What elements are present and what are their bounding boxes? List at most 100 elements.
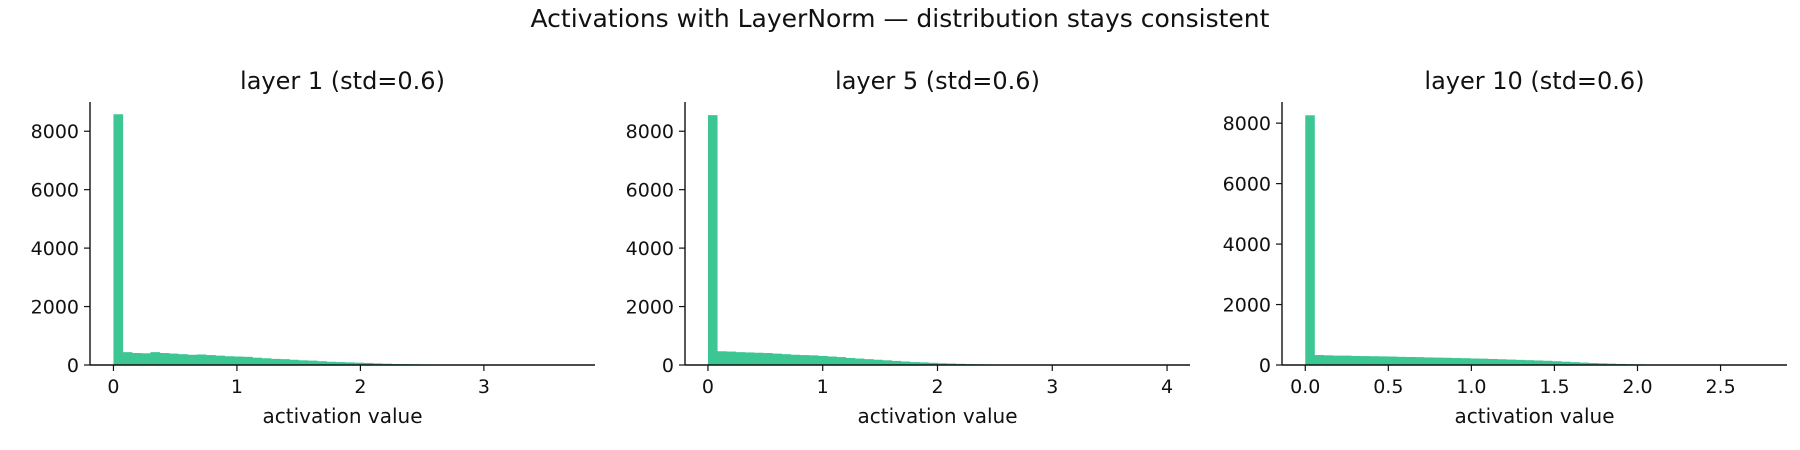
histogram-bar bbox=[1405, 356, 1416, 365]
y-tick-label: 8000 bbox=[31, 121, 79, 143]
x-tick-label: 3 bbox=[1046, 376, 1058, 398]
histogram-bar bbox=[882, 360, 892, 365]
histogram-bar bbox=[326, 361, 337, 365]
y-tick-label: 2000 bbox=[626, 297, 674, 319]
x-tick-label: 4 bbox=[1161, 376, 1173, 398]
histogram-bar bbox=[818, 355, 828, 365]
histogram-bar bbox=[344, 362, 355, 365]
histogram-bar bbox=[1515, 359, 1525, 365]
histogram-bar bbox=[854, 358, 865, 365]
histogram-bar bbox=[1533, 360, 1544, 365]
x-tick-label: 1 bbox=[817, 376, 829, 398]
histogram-bar bbox=[735, 352, 746, 365]
histogram-bar bbox=[772, 353, 782, 365]
histogram-bar bbox=[215, 355, 225, 365]
histogram-bar bbox=[763, 353, 773, 365]
x-tick-label: 0 bbox=[702, 376, 714, 398]
histogram-bar bbox=[224, 356, 235, 365]
histogram-bar bbox=[900, 361, 911, 365]
y-tick-label: 8000 bbox=[1223, 113, 1271, 135]
histogram-bar bbox=[1305, 115, 1315, 365]
histogram-bar bbox=[726, 351, 736, 365]
histogram-bar bbox=[891, 360, 902, 365]
histogram-bar bbox=[1570, 362, 1580, 365]
histogram-bar bbox=[781, 354, 791, 365]
histogram-bar bbox=[836, 357, 847, 365]
x-tick-label: 2.0 bbox=[1622, 376, 1652, 398]
histogram-bar bbox=[1341, 355, 1352, 365]
histogram-bar bbox=[150, 352, 161, 365]
x-tick-label: 2 bbox=[354, 376, 366, 398]
x-tick-label: 0.0 bbox=[1290, 376, 1320, 398]
histogram-bar bbox=[317, 361, 327, 365]
histogram-bar bbox=[196, 354, 207, 365]
histogram-bar bbox=[1469, 358, 1480, 365]
y-tick-label: 4000 bbox=[31, 238, 79, 260]
histogram-bar bbox=[1387, 356, 1398, 365]
histogram-bar bbox=[1542, 360, 1553, 365]
y-tick-label: 4000 bbox=[626, 238, 674, 260]
histogram-bar bbox=[1396, 356, 1407, 365]
histogram-bar bbox=[799, 355, 810, 365]
histogram-bar bbox=[1487, 358, 1498, 365]
x-axis-label: activation value bbox=[262, 404, 422, 428]
y-tick-label: 6000 bbox=[1223, 174, 1271, 196]
histogram-bar bbox=[744, 352, 755, 365]
histogram-bar bbox=[1460, 358, 1471, 365]
histogram-bar bbox=[280, 359, 290, 365]
histogram-bar bbox=[753, 352, 764, 365]
y-tick-label: 6000 bbox=[31, 180, 79, 202]
histogram-bar bbox=[1350, 355, 1361, 365]
y-tick-label: 2000 bbox=[1223, 295, 1271, 317]
histogram-bar bbox=[1478, 358, 1489, 365]
histogram-bar bbox=[206, 355, 216, 365]
panel-title: layer 5 (std=0.6) bbox=[835, 67, 1040, 95]
x-axis-label: activation value bbox=[857, 404, 1017, 428]
y-tick-label: 0 bbox=[67, 355, 79, 377]
histogram-bar bbox=[1506, 359, 1516, 365]
histogram-bar bbox=[261, 358, 272, 365]
histogram-bar bbox=[1378, 356, 1388, 365]
histogram-bar bbox=[1369, 356, 1379, 365]
y-tick-label: 0 bbox=[1259, 355, 1271, 377]
histogram-bar bbox=[1433, 357, 1443, 365]
histogram-bar bbox=[1561, 361, 1571, 365]
histogram-bar bbox=[252, 357, 263, 365]
histogram-bar bbox=[113, 114, 124, 365]
histogram-bar bbox=[1332, 355, 1343, 365]
histogram-bar bbox=[1597, 363, 1608, 365]
histogram-bar bbox=[1442, 357, 1452, 365]
histogram-bar bbox=[717, 351, 727, 365]
histogram-bar bbox=[169, 353, 179, 365]
y-tick-label: 2000 bbox=[31, 297, 79, 319]
histogram-bar bbox=[946, 363, 957, 365]
histogram-bar bbox=[909, 362, 920, 365]
panel-3: 0.0 0.5 1.0 1.5 2.0 2.5 0 2000 4000 6000 8000 layer… bbox=[1223, 67, 1787, 428]
histogram-bar bbox=[1323, 355, 1334, 365]
histogram-bar bbox=[243, 356, 253, 365]
histogram-bar bbox=[307, 360, 318, 365]
panel-title: layer 10 (std=0.6) bbox=[1424, 67, 1644, 95]
x-tick-label: 3 bbox=[478, 376, 490, 398]
histogram-bar bbox=[928, 362, 938, 365]
histogram-bar bbox=[270, 358, 281, 365]
histogram-bar bbox=[873, 359, 883, 365]
histogram-bar bbox=[335, 362, 346, 365]
x-tick-label: 1 bbox=[231, 376, 243, 398]
histogram-bar bbox=[122, 352, 133, 365]
histogram-bar bbox=[363, 362, 374, 365]
histogram-bar bbox=[1579, 362, 1589, 365]
histogram-bar bbox=[864, 359, 874, 365]
y-tick-label: 8000 bbox=[626, 121, 674, 143]
histogram-bar bbox=[187, 354, 198, 365]
x-tick-label: 0.5 bbox=[1373, 376, 1403, 398]
histogram-bar bbox=[131, 353, 142, 365]
histogram-bar bbox=[845, 357, 856, 365]
histogram-bar bbox=[1451, 358, 1461, 365]
histogram-bar bbox=[790, 354, 801, 365]
x-tick-label: 1.0 bbox=[1456, 376, 1486, 398]
histogram-bar bbox=[1497, 359, 1507, 365]
histogram-bar bbox=[1588, 363, 1599, 365]
